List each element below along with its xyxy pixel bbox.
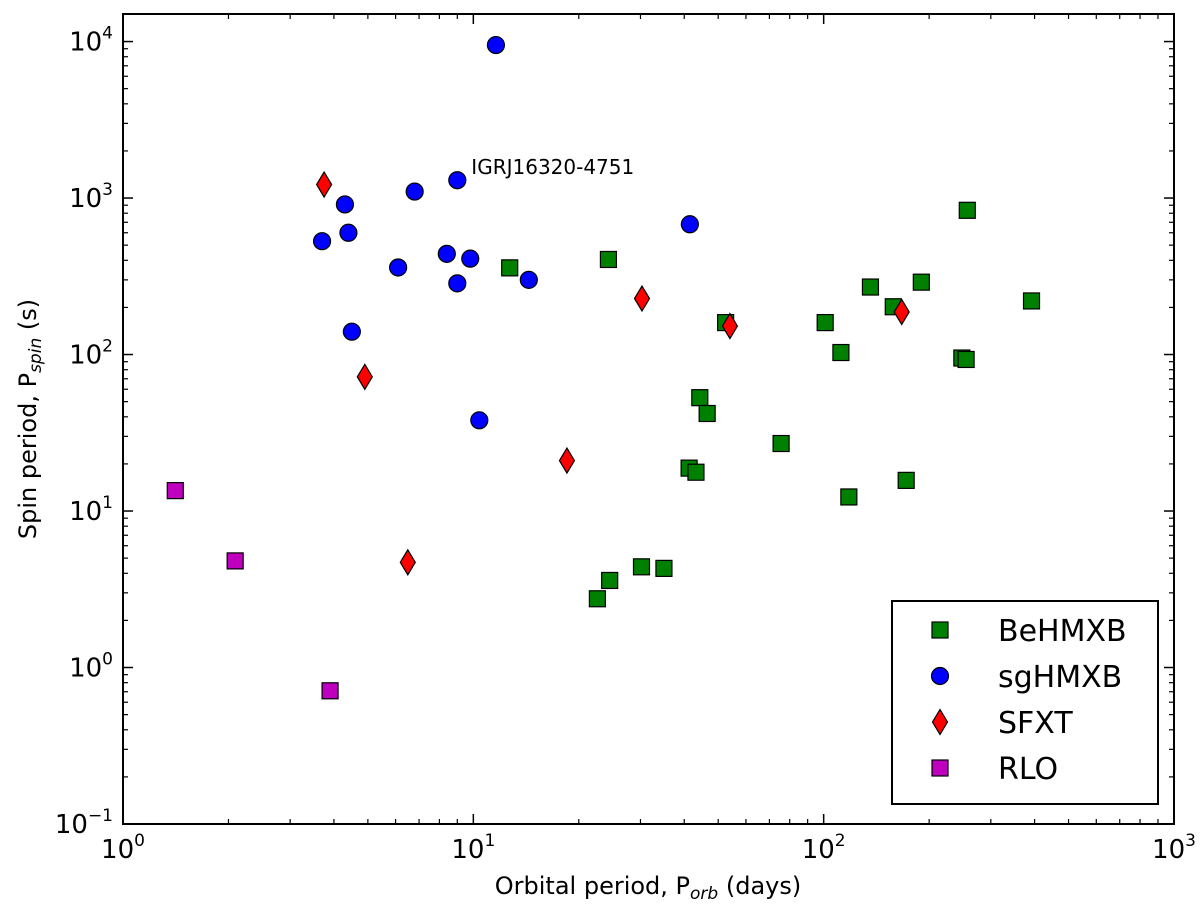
data-point-behmxb [832, 343, 850, 362]
data-point-sghmxb [405, 182, 424, 201]
x-axis-label: Orbital period, Porb (days) [495, 872, 801, 904]
data-point-behmxb [861, 278, 880, 296]
y-tick-label: 104 [69, 24, 113, 58]
data-point-sghmxb [470, 411, 489, 430]
series-sghmxb [312, 35, 699, 430]
data-point-behmxb [632, 558, 651, 576]
data-point-sfxt [356, 363, 373, 391]
series-behmxb [501, 201, 1041, 608]
legend-marker-rlo [931, 759, 949, 777]
data-point-behmxb [599, 250, 618, 269]
y-tick-label: 102 [69, 337, 113, 371]
data-point-sfxt [558, 446, 576, 475]
x-tick-label: 103 [1152, 831, 1196, 865]
data-point-sfxt [399, 548, 416, 577]
data-point-sghmxb [448, 171, 467, 190]
data-point-behmxb [698, 404, 716, 423]
plot-frame [122, 13, 1175, 825]
legend-label-sfxt: SFXT [998, 706, 1073, 741]
x-tick-label: 100 [101, 831, 145, 865]
data-point-behmxb [912, 273, 930, 291]
data-point-behmxb [816, 313, 834, 332]
y-tick-label: 103 [69, 180, 113, 214]
legend: BeHMXB sgHMXB SFXT RLO [891, 600, 1159, 805]
data-markers [166, 35, 1041, 700]
y-axis-label: Spin period, Pspin (s) [14, 299, 46, 539]
legend-label-sghmxb: sgHMXB [998, 660, 1122, 695]
data-point-sghmxb [342, 322, 361, 341]
data-point-behmxb [655, 559, 673, 577]
data-point-sfxt [315, 170, 333, 199]
data-point-behmxb [897, 471, 915, 489]
annotations: IGRJ16320-4751 [471, 155, 634, 179]
data-point-behmxb [772, 434, 790, 453]
legend-marker-behmxb [931, 621, 949, 639]
legend-label-rlo: RLO [998, 752, 1058, 787]
x-tick-label: 101 [451, 831, 495, 865]
data-point-sghmxb [461, 249, 480, 268]
data-point-sghmxb [448, 274, 467, 293]
data-point-sghmxb [519, 270, 538, 289]
series-rlo [166, 482, 339, 700]
data-point-sghmxb [437, 244, 456, 263]
legend-marker-sghmxb [930, 666, 950, 686]
data-point-rlo [321, 682, 339, 700]
y-tick-label: 10−1 [55, 806, 113, 840]
data-point-behmxb [840, 488, 858, 506]
data-point-behmxb [687, 463, 705, 481]
data-point-behmxb [501, 259, 519, 277]
data-point-sghmxb [335, 195, 355, 214]
data-point-sfxt [633, 284, 651, 313]
y-tick-label: 100 [69, 650, 113, 684]
data-point-behmxb [588, 590, 606, 608]
y-tick-label: 101 [69, 493, 113, 527]
data-point-behmxb [957, 350, 975, 369]
legend-marker-sfxt [931, 708, 949, 736]
series-sfxt [315, 170, 910, 577]
data-point-sghmxb [389, 258, 408, 277]
data-point-sghmxb [680, 215, 699, 234]
point-annotation: IGRJ16320-4751 [471, 155, 634, 179]
x-tick-label: 102 [802, 831, 846, 865]
data-point-behmxb [601, 571, 619, 590]
data-point-behmxb [691, 389, 709, 407]
data-point-sghmxb [339, 223, 358, 242]
data-point-behmxb [1022, 292, 1041, 310]
data-point-rlo [226, 552, 244, 570]
data-point-sghmxb [312, 232, 332, 251]
data-point-sfxt [893, 298, 910, 326]
data-point-behmxb [958, 201, 976, 219]
legend-label-behmxb: BeHMXB [998, 614, 1127, 649]
data-point-sghmxb [486, 35, 506, 55]
data-point-sfxt [721, 312, 739, 340]
data-point-rlo [166, 482, 184, 500]
